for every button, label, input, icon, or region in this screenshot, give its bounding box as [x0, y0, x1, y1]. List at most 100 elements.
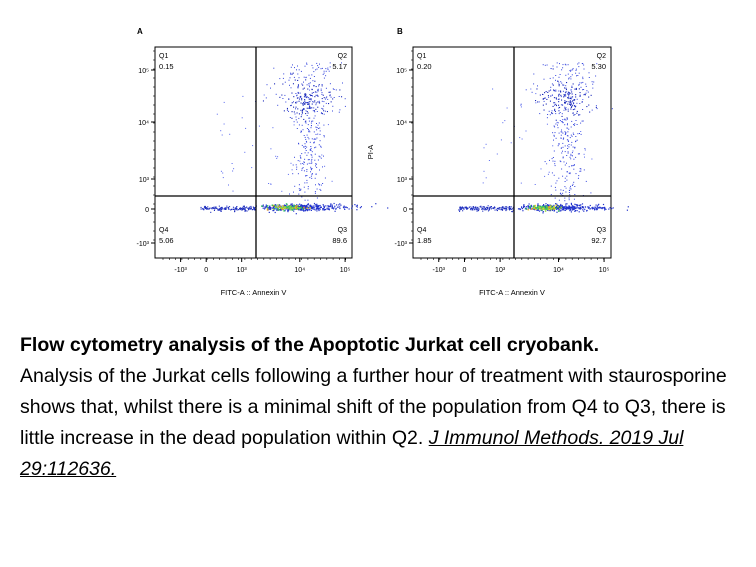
event-dot	[310, 207, 312, 210]
event-dot	[319, 127, 321, 129]
event-dot	[301, 111, 303, 113]
event-dot	[327, 208, 329, 210]
event-dot	[305, 205, 307, 207]
event-dot	[285, 205, 288, 208]
event-dot	[266, 206, 268, 208]
event-dot	[571, 93, 573, 95]
event-dot	[583, 68, 585, 70]
event-dot	[589, 111, 591, 113]
event-dot	[525, 89, 527, 91]
event-dot	[311, 125, 312, 126]
event-dot	[546, 98, 548, 100]
event-dot	[502, 122, 504, 124]
event-dot	[559, 63, 560, 65]
event-dot	[565, 207, 567, 209]
event-dot	[486, 208, 488, 210]
event-dot	[316, 203, 318, 205]
event-dot	[333, 207, 335, 209]
event-dot	[323, 205, 325, 207]
event-dot	[479, 206, 481, 208]
event-dot	[577, 133, 579, 135]
event-dot	[520, 104, 522, 106]
event-dot	[553, 102, 555, 104]
event-dot	[298, 193, 300, 195]
event-dot	[348, 208, 350, 210]
event-dot	[288, 206, 291, 208]
event-dot	[319, 169, 320, 171]
event-dot	[564, 209, 567, 211]
event-dot	[303, 206, 305, 209]
event-dot	[335, 89, 337, 91]
event-dot	[528, 203, 530, 205]
event-dot	[562, 156, 564, 158]
event-dot	[571, 104, 573, 106]
y-tick-label: -10³	[395, 241, 408, 248]
event-dot	[569, 92, 571, 94]
event-dot	[307, 136, 309, 138]
event-dot	[309, 94, 311, 96]
event-dot	[213, 209, 215, 211]
event-dot	[579, 82, 581, 84]
event-dot	[309, 209, 311, 211]
event-dot	[562, 157, 564, 159]
caption-reference-link[interactable]: J Immunol Methods. 2019 Jul 29:112636.	[20, 427, 684, 480]
event-dot	[311, 64, 313, 66]
event-dot	[326, 96, 328, 98]
event-dot	[494, 206, 496, 208]
event-dot	[484, 207, 486, 209]
event-dot	[583, 64, 585, 66]
event-dot	[549, 205, 552, 208]
event-dot	[205, 208, 207, 210]
event-dot	[308, 162, 310, 164]
event-dot	[604, 207, 606, 209]
event-dot	[571, 135, 573, 137]
event-dot	[542, 98, 544, 100]
event-dot	[243, 206, 245, 208]
x-tick-label: -10³	[174, 267, 187, 274]
event-dot	[320, 189, 322, 191]
event-dot	[311, 158, 313, 160]
event-dot	[557, 210, 560, 212]
event-dot	[602, 203, 605, 206]
event-dot	[553, 135, 555, 137]
event-dot	[333, 202, 335, 205]
flow-plot-a: AQ10.15Q25.17Q389.6Q45.0610⁵10⁴10³0-10³-…	[137, 27, 389, 297]
event-dot	[250, 207, 252, 209]
event-dot	[496, 153, 498, 155]
event-dot	[307, 209, 309, 211]
event-dot	[293, 191, 294, 193]
event-dot	[588, 96, 590, 98]
event-dot	[297, 173, 299, 175]
event-dot	[276, 157, 278, 159]
event-dot	[304, 191, 306, 193]
event-dot	[556, 211, 558, 213]
event-dot	[243, 205, 245, 207]
event-dot	[324, 165, 326, 167]
x-tick-label: 10³	[237, 267, 248, 274]
event-dot	[565, 208, 567, 210]
event-dot	[485, 206, 487, 208]
event-dot	[268, 211, 270, 213]
event-dot	[541, 206, 544, 209]
event-dot	[279, 78, 281, 80]
event-dot	[596, 206, 598, 208]
event-dot	[489, 207, 491, 209]
event-dot	[215, 207, 217, 209]
event-dot	[315, 104, 317, 106]
event-dot	[316, 137, 318, 139]
event-dot	[566, 117, 568, 119]
event-dot	[581, 120, 583, 122]
event-dot	[324, 209, 326, 211]
event-dot	[552, 157, 554, 158]
event-dot	[468, 206, 470, 208]
event-dot	[273, 207, 275, 209]
event-dot	[560, 210, 562, 212]
event-dot	[587, 207, 590, 209]
event-dot	[305, 110, 307, 112]
event-dot	[344, 98, 346, 100]
event-dot	[303, 146, 304, 148]
event-dot	[478, 209, 480, 211]
event-dot	[271, 207, 273, 209]
event-dot	[319, 204, 321, 207]
event-dot	[294, 67, 295, 69]
